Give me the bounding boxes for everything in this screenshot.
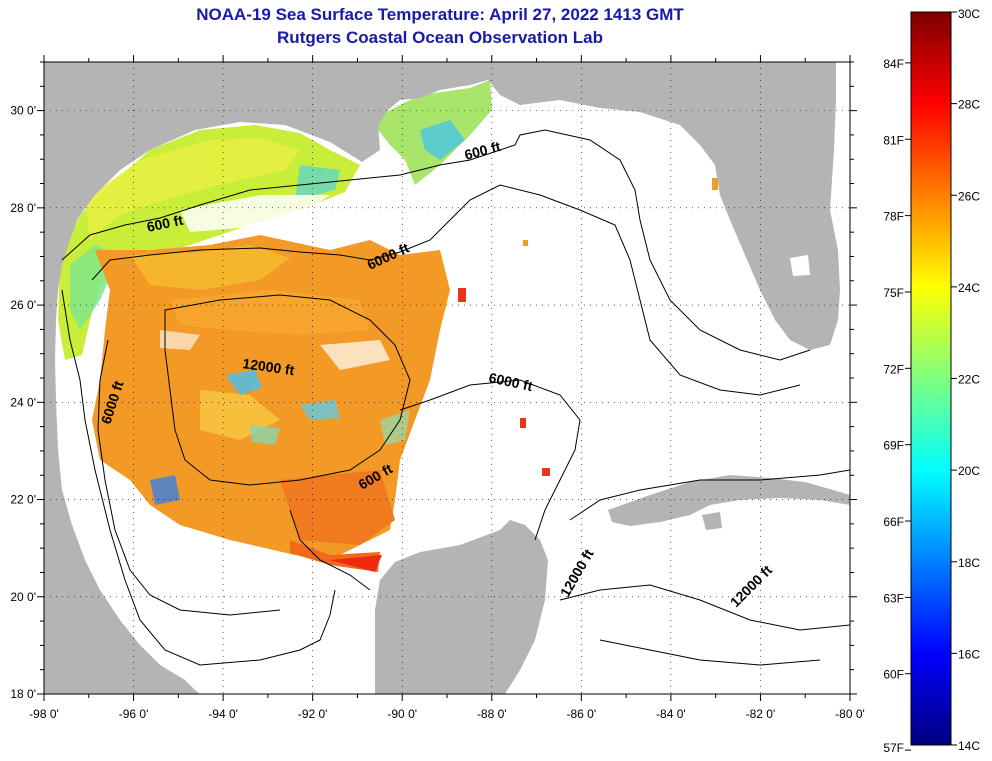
map-title: NOAA-19 Sea Surface Temperature: April 2… bbox=[196, 5, 684, 24]
colorbar-label-f: 81F bbox=[883, 133, 904, 147]
colorbar-label-f: 78F bbox=[883, 210, 904, 224]
sst-data-swath bbox=[58, 80, 718, 572]
colorbar-label-c: 28C bbox=[958, 98, 980, 112]
x-tick-label: -82 0' bbox=[746, 707, 776, 721]
x-tick-label: -98 0' bbox=[29, 707, 59, 721]
colorbar-label-c: 26C bbox=[958, 189, 980, 203]
y-tick-label: 28 0' bbox=[10, 201, 36, 215]
x-tick-label: -92 0' bbox=[298, 707, 328, 721]
colorbar-label-c: 16C bbox=[958, 647, 980, 661]
x-tick-label: -96 0' bbox=[119, 707, 149, 721]
x-tick-label: -80 0' bbox=[835, 707, 865, 721]
colorbar-label-c: 20C bbox=[958, 464, 980, 478]
y-tick-label: 18 0' bbox=[10, 687, 36, 701]
map-grid bbox=[44, 62, 850, 694]
y-tick-label: 30 0' bbox=[10, 104, 36, 118]
y-tick-label: 22 0' bbox=[10, 493, 36, 507]
colorbar-label-c: 18C bbox=[958, 556, 980, 570]
colorbar-label-f: 66F bbox=[883, 515, 904, 529]
y-tick-label: 26 0' bbox=[10, 298, 36, 312]
contour-label: 12000 ft bbox=[242, 355, 296, 378]
colorbar-label-c: 30C bbox=[958, 7, 980, 21]
contour-label: 600 ft bbox=[145, 212, 184, 235]
x-tick-label: -86 0' bbox=[567, 707, 597, 721]
colorbar bbox=[910, 11, 952, 746]
land-mask bbox=[44, 62, 850, 694]
colorbar-label-f: 60F bbox=[883, 668, 904, 682]
x-tick-label: -84 0' bbox=[656, 707, 686, 721]
colorbar-label-c: 14C bbox=[958, 739, 980, 753]
bathymetry-contours bbox=[61, 129, 850, 666]
x-tick-label: -88 0' bbox=[477, 707, 507, 721]
colorbar-label-f: 84F bbox=[883, 57, 904, 71]
colorbar-labels: 30C 28C 26C 24C 22C 20C 18C 16C 14C 84F 81F 78F 75F 7… bbox=[883, 7, 980, 755]
x-tick-label: -94 0' bbox=[208, 707, 238, 721]
x-tick-label: -90 0' bbox=[387, 707, 417, 721]
map-subtitle: Rutgers Coastal Ocean Observation Lab bbox=[277, 28, 603, 47]
colorbar-label-c: 22C bbox=[958, 373, 980, 387]
colorbar-label-f: 72F bbox=[883, 362, 904, 376]
colorbar-label-c: 24C bbox=[958, 281, 980, 295]
y-tick-label: 20 0' bbox=[10, 590, 36, 604]
y-tick-label: 24 0' bbox=[10, 395, 36, 409]
colorbar-label-f: 75F bbox=[883, 286, 904, 300]
colorbar-label-f: 69F bbox=[883, 439, 904, 453]
map-axes: -98 0' -96 0' -94 0' -92 0' -90 0' -88 0' -86 … bbox=[10, 55, 865, 721]
colorbar-label-f: 57F bbox=[883, 741, 904, 755]
colorbar-label-f: 63F bbox=[883, 591, 904, 605]
